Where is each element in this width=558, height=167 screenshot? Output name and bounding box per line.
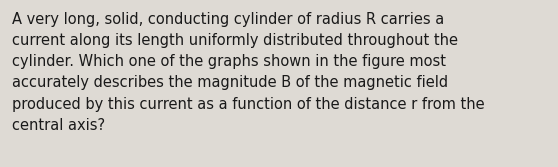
- Text: A very long, solid, conducting cylinder of radius R carries a
current along its : A very long, solid, conducting cylinder …: [12, 12, 485, 133]
